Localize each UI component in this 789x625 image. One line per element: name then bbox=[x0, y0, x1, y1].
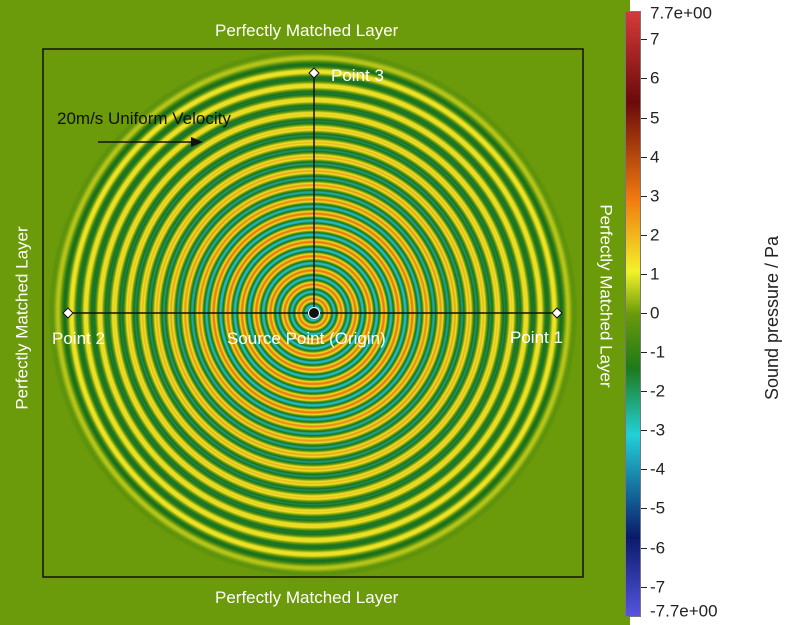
colorbar-tick-label: -7 bbox=[650, 577, 666, 597]
colorbar bbox=[625, 11, 641, 617]
colorbar-tick-mark bbox=[641, 430, 647, 432]
colorbar-tick-mark bbox=[641, 117, 647, 119]
colorbar-tick-label: 4 bbox=[650, 147, 660, 167]
source-label: Source Point (Origin) bbox=[227, 329, 386, 348]
point2-label: Point 2 bbox=[52, 329, 105, 348]
colorbar-max-label: 7.7e+00 bbox=[650, 3, 712, 23]
colorbar-tick-mark bbox=[641, 508, 647, 510]
point1-label: Point 1 bbox=[510, 328, 563, 347]
colorbar-tick-label: 2 bbox=[650, 225, 660, 245]
colorbar-tick-label: 5 bbox=[650, 108, 660, 128]
point3-label: Point 3 bbox=[331, 66, 384, 85]
point3-marker bbox=[308, 67, 320, 79]
colorbar-tick-mark bbox=[641, 156, 647, 158]
colorbar-tick-mark bbox=[641, 39, 647, 41]
colorbar-tick-mark bbox=[641, 547, 647, 549]
colorbar-tick-mark bbox=[641, 586, 647, 588]
colorbar-tick-mark bbox=[641, 195, 647, 197]
colorbar-tick-label: 1 bbox=[650, 264, 660, 284]
colorbar-tick-mark bbox=[641, 234, 647, 236]
source-marker bbox=[308, 307, 320, 319]
colorbar-tick-mark bbox=[641, 313, 647, 314]
colorbar-tick-mark bbox=[641, 273, 647, 275]
colorbar-tick-label: -6 bbox=[650, 538, 666, 558]
pressure-field: Perfectly Matched Layer Perfectly Matche… bbox=[0, 0, 630, 625]
colorbar-min-label: -7.7e+00 bbox=[650, 601, 718, 621]
pressure-field-graphic bbox=[42, 48, 584, 578]
colorbar-tick-mark bbox=[641, 469, 647, 471]
pml-top-label: Perfectly Matched Layer bbox=[215, 21, 399, 40]
colorbar-tick-label: 7 bbox=[650, 29, 660, 49]
colorbar-tick-mark bbox=[641, 352, 647, 354]
colorbar-tick-label: -2 bbox=[650, 381, 666, 401]
velocity-arrow-head bbox=[191, 137, 203, 147]
colorbar-tick-mark bbox=[641, 391, 647, 393]
colorbar-tick-label: 6 bbox=[650, 68, 660, 88]
point1-marker bbox=[551, 307, 563, 319]
pml-left-label: Perfectly Matched Layer bbox=[12, 226, 32, 410]
pml-bottom-label: Perfectly Matched Layer bbox=[215, 588, 399, 607]
velocity-label: 20m/s Uniform Velocity bbox=[57, 109, 231, 128]
colorbar-tick-label: 3 bbox=[650, 186, 660, 206]
colorbar-tick-mark bbox=[641, 78, 647, 80]
point2-marker bbox=[62, 307, 74, 319]
colorbar-title: Sound pressure / Pa bbox=[762, 235, 782, 401]
pml-right-label: Perfectly Matched Layer bbox=[596, 204, 616, 388]
colorbar-tick-label: -1 bbox=[650, 342, 666, 362]
domain-boundary bbox=[42, 48, 584, 578]
colorbar-tick-label: 0 bbox=[650, 303, 660, 323]
colorbar-tick-label: -3 bbox=[650, 420, 666, 440]
colorbar-tick-label: -5 bbox=[650, 498, 666, 518]
colorbar-tick-label: -4 bbox=[650, 459, 666, 479]
